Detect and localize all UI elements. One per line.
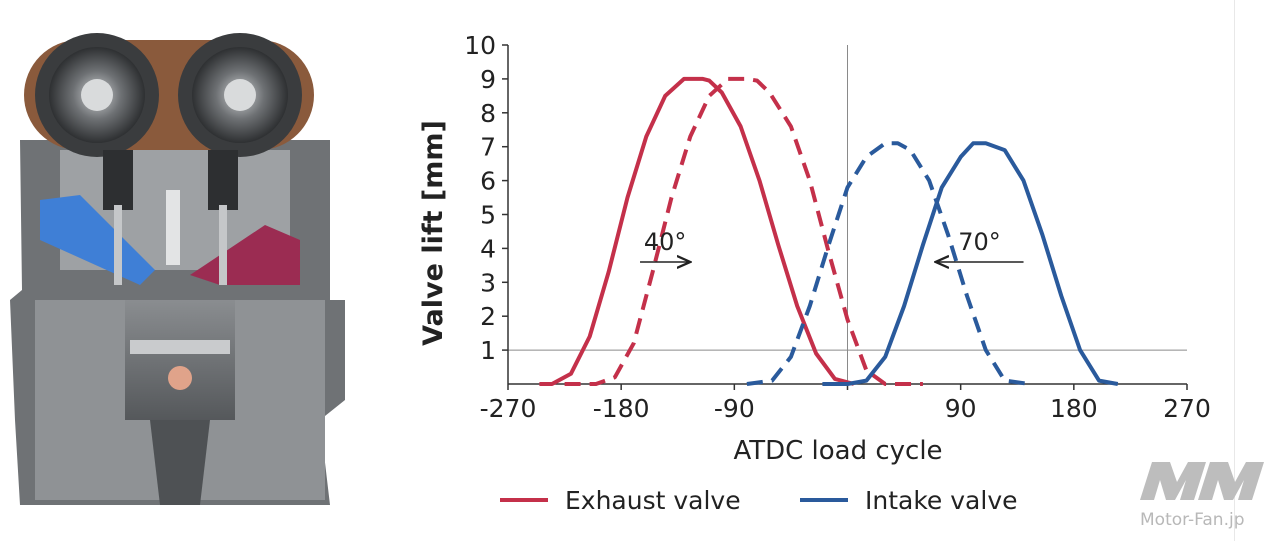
x-tick-label: -180 — [593, 394, 650, 423]
y-tick-label: 2 — [480, 302, 496, 331]
y-tick-label: 6 — [480, 167, 496, 196]
series-line-exhaust-valve-dashed — [564, 76, 923, 386]
x-tick-label: 90 — [945, 394, 977, 423]
series-line-exhaust-valve-solid — [539, 76, 855, 386]
y-tick-label: 5 — [480, 201, 496, 230]
y-tick-label: 7 — [480, 133, 496, 162]
y-tick-label: 4 — [480, 234, 496, 263]
y-tick-label: 3 — [480, 268, 496, 297]
y-tick-label: 9 — [480, 65, 496, 94]
annotations: 40° 70° — [640, 228, 1024, 262]
y-tick-label: 8 — [480, 99, 496, 128]
x-axis-title: ATDC load cycle — [733, 436, 942, 466]
x-tick-label: 270 — [1163, 394, 1211, 423]
annotation-label: 70° — [958, 228, 1001, 256]
series-line-intake-valve-solid — [822, 141, 1119, 386]
y-tick-label: 1 — [480, 336, 496, 365]
logo-text: Motor-Fan.jp — [1140, 510, 1245, 530]
motor-fan-logo: Motor-Fan.jp — [1140, 462, 1264, 530]
x-tick-label: -270 — [480, 394, 537, 423]
series-layer — [539, 76, 1119, 386]
y-axis-title: Valve lift [mm] — [418, 120, 449, 346]
divider-rule — [1234, 0, 1235, 541]
y-tick-label: 10 — [464, 31, 496, 60]
series-line-intake-valve-dashed — [746, 141, 1031, 386]
legend: Exhaust valve Intake valve — [500, 486, 1018, 515]
axes — [502, 44, 1188, 390]
legend-label-exhaust: Exhaust valve — [565, 486, 741, 515]
legend-label-intake: Intake valve — [865, 486, 1018, 515]
x-tick-label: 180 — [1050, 394, 1098, 423]
annotation-label: 40° — [644, 228, 687, 256]
tick-labels: 1 2 3 4 5 6 7 8 9 10 -270 -180 -90 90 180 270 — [464, 31, 1211, 423]
valve-lift-chart: 40° 70° 1 2 3 4 5 6 7 8 9 10 -270 -180 -90 90 180 270 Va… — [418, 31, 1264, 530]
x-tick-label: -90 — [714, 394, 755, 423]
reference-lines — [508, 45, 1187, 384]
engine-cutaway-illustration — [10, 33, 345, 505]
